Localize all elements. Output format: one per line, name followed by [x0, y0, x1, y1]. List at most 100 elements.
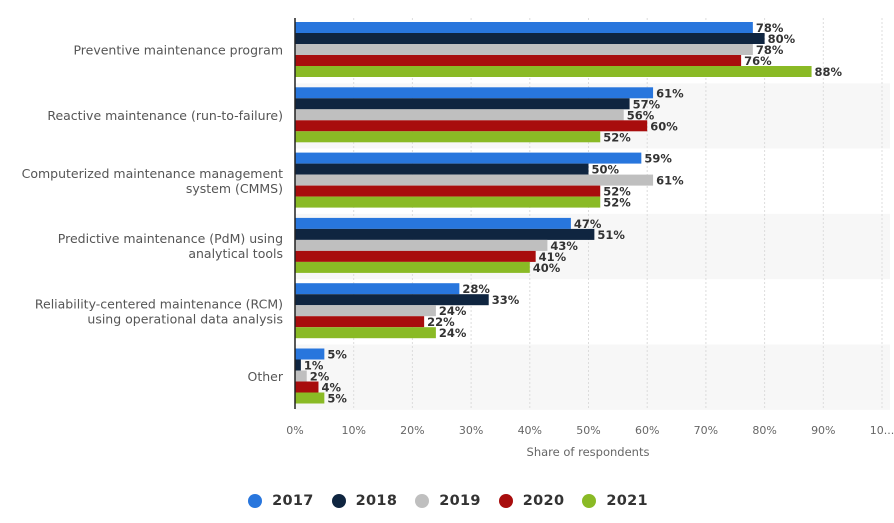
legend-label: 2021	[606, 493, 648, 509]
bar-2020[interactable]	[295, 250, 536, 262]
data-label: 61%	[656, 174, 684, 188]
data-label: 1%	[304, 359, 324, 373]
data-label: 80%	[768, 32, 796, 46]
data-label: 57%	[633, 97, 661, 111]
data-label: 40%	[533, 261, 561, 275]
bar-2020[interactable]	[295, 316, 425, 328]
data-label: 41%	[539, 250, 567, 264]
legend-item-2017[interactable]: 2017	[248, 493, 314, 509]
legend-label: 2018	[355, 493, 398, 509]
bar-2018[interactable]	[295, 163, 589, 175]
x-tick-label: 60%	[635, 424, 659, 437]
data-label: 28%	[462, 282, 490, 296]
data-label: 78%	[756, 21, 784, 35]
bar-2019[interactable]	[295, 109, 624, 121]
x-tick-label: 10...	[870, 424, 894, 437]
bar-2021[interactable]	[295, 392, 325, 404]
bar-2019[interactable]	[295, 44, 753, 55]
bar-2020[interactable]	[295, 55, 742, 66]
bar-2020[interactable]	[295, 381, 319, 393]
category-label: Preventive maintenance program	[73, 43, 283, 58]
legend-dot-icon	[331, 494, 346, 508]
data-label: 52%	[603, 130, 631, 144]
bar-2019[interactable]	[295, 305, 436, 317]
data-label: 60%	[650, 119, 678, 133]
legend-label: 2019	[439, 493, 481, 509]
legend-dot-icon	[415, 494, 430, 508]
data-label: 5%	[327, 392, 347, 406]
data-label: 2%	[310, 370, 330, 384]
bar-2019[interactable]	[295, 239, 548, 251]
data-label: 61%	[656, 86, 684, 100]
legend: 2017 2018 2019 2020 2021	[0, 493, 894, 509]
bar-2021[interactable]	[295, 66, 812, 77]
data-label: 24%	[439, 326, 467, 340]
bar-2018[interactable]	[295, 98, 630, 110]
data-label: 59%	[644, 152, 672, 166]
data-label: 56%	[627, 108, 655, 122]
x-axis-title: Share of respondents	[527, 445, 650, 459]
data-label: 22%	[427, 315, 455, 329]
x-tick-label: 90%	[811, 424, 835, 437]
group-band	[295, 344, 890, 410]
x-tick-label: 0%	[286, 424, 303, 437]
category-label: Reactive maintenance (run-to-failure)	[47, 108, 283, 123]
bar-2021[interactable]	[295, 327, 436, 339]
data-label: 51%	[597, 228, 625, 242]
data-label: 4%	[321, 381, 341, 395]
data-label: 78%	[756, 43, 784, 57]
data-label: 52%	[603, 196, 631, 210]
bar-2017[interactable]	[295, 217, 571, 229]
gridlines	[353, 18, 883, 410]
legend-dot-icon	[498, 494, 513, 508]
bar-2019[interactable]	[295, 174, 654, 186]
bar-2017[interactable]	[295, 22, 753, 33]
x-tick-label: 20%	[400, 424, 424, 437]
x-tick-label: 10%	[341, 424, 365, 437]
legend-item-2018[interactable]: 2018	[331, 493, 398, 509]
data-label: 24%	[439, 304, 467, 318]
category-label: Other	[248, 369, 284, 384]
bar-2021[interactable]	[295, 131, 601, 143]
category-label: Reliability-centered maintenance (RCM) us…	[35, 296, 283, 326]
value-labels: 78%80%78%76%88%61%57%56%60%52%59%50%61%5…	[304, 21, 843, 406]
x-tick-label: 70%	[694, 424, 718, 437]
bar-2017[interactable]	[295, 152, 642, 164]
bar-2018[interactable]	[295, 359, 301, 371]
bar-2017[interactable]	[295, 283, 460, 295]
legend-item-2021[interactable]: 2021	[582, 493, 648, 509]
category-label: Computerized maintenance management syste…	[22, 166, 283, 196]
legend-item-2020[interactable]: 2020	[498, 493, 565, 509]
data-label: 5%	[327, 348, 347, 362]
data-label: 88%	[815, 65, 843, 79]
x-tick-label: 30%	[459, 424, 483, 437]
data-label: 43%	[550, 239, 578, 253]
x-tick-label: 50%	[576, 424, 600, 437]
x-tick-label: 80%	[752, 424, 776, 437]
legend-label: 2020	[522, 493, 565, 509]
bar-2017[interactable]	[295, 348, 325, 360]
bar-2017[interactable]	[295, 87, 654, 99]
bar-2021[interactable]	[295, 196, 601, 208]
data-label: 50%	[592, 163, 620, 177]
bar-2020[interactable]	[295, 185, 601, 197]
legend-label: 2017	[272, 493, 314, 509]
bar-2019[interactable]	[295, 370, 307, 382]
data-label: 47%	[574, 217, 602, 231]
bar-2021[interactable]	[295, 261, 530, 273]
legend-dot-icon	[248, 494, 263, 508]
category-label: Predictive maintenance (PdM) using analyt…	[58, 231, 283, 261]
x-tick-label: 40%	[518, 424, 542, 437]
bars	[295, 22, 812, 404]
bar-2020[interactable]	[295, 120, 648, 132]
category-labels: Preventive maintenance program Reactive m…	[22, 43, 284, 384]
legend-item-2019[interactable]: 2019	[415, 493, 481, 509]
bar-2018[interactable]	[295, 33, 765, 44]
x-tick-labels: 0% 10% 20% 30% 40% 50% 60% 70% 80% 90% 10...	[286, 424, 894, 437]
data-label: 52%	[603, 185, 631, 199]
data-label: 33%	[492, 293, 520, 307]
bar-2018[interactable]	[295, 228, 595, 240]
bar-2018[interactable]	[295, 294, 489, 306]
legend-dot-icon	[582, 494, 597, 508]
